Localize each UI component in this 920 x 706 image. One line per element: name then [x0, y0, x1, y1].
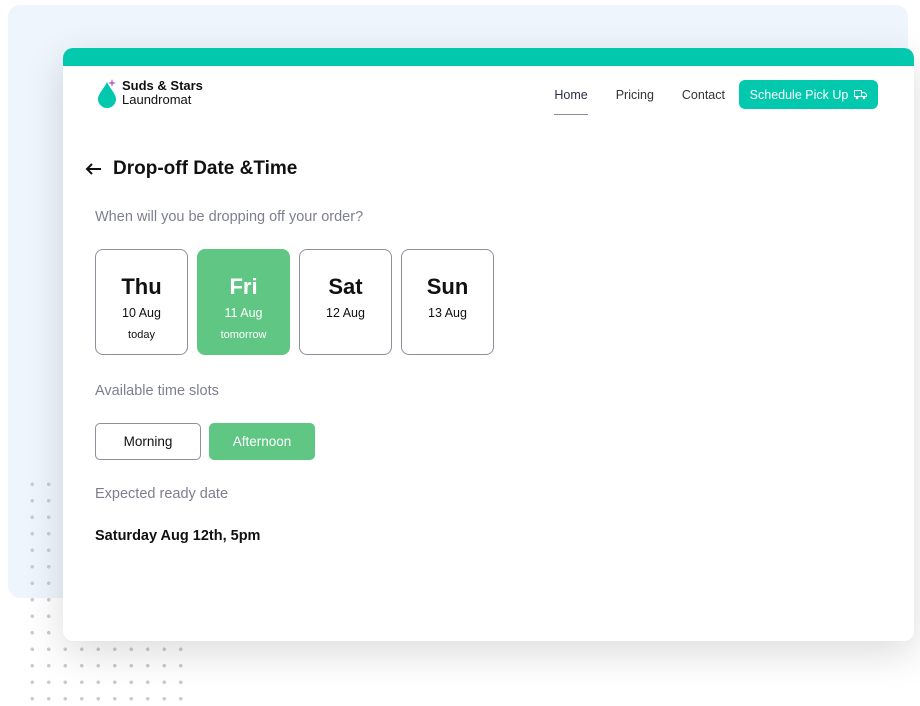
day-option-thu[interactable]: Thu 10 Aug today [95, 249, 188, 355]
day-name: Sun [426, 274, 469, 299]
top-bar [63, 48, 914, 66]
day-date: 12 Aug [326, 306, 365, 320]
main-nav: Home Pricing Contact Schedule Pick Up [554, 80, 878, 115]
nav-contact[interactable]: Contact [681, 87, 725, 102]
ready-date-value: Saturday Aug 12th, 5pm [95, 528, 261, 544]
droplet-icon [98, 79, 116, 108]
slot-afternoon[interactable]: Afternoon [209, 423, 315, 460]
day-name: Sat [328, 274, 363, 299]
slot-morning[interactable]: Morning [95, 423, 201, 460]
day-name: Fri [229, 274, 258, 299]
day-name: Thu [121, 274, 162, 299]
day-date: 10 Aug [122, 306, 161, 320]
truck-icon [854, 89, 868, 99]
brand-subtitle: Laundromat [122, 92, 192, 107]
day-date: 13 Aug [428, 306, 467, 320]
day-note: tomorrow [220, 329, 267, 341]
time-slot-picker: Morning Afternoon [95, 423, 315, 460]
schedule-pickup-button[interactable]: Schedule Pick Up [739, 80, 878, 109]
day-note: today [128, 329, 155, 341]
cta-label: Schedule Pick Up [749, 87, 849, 102]
logo[interactable]: Suds & Stars Laundromat [97, 78, 203, 108]
dropoff-question: When will you be dropping off your order… [95, 209, 364, 225]
day-date: 11 Aug [224, 306, 263, 320]
day-picker: Thu 10 Aug today Fri 11 Aug tomorrow Sat… [95, 249, 494, 355]
nav-home[interactable]: Home [554, 87, 589, 115]
day-option-sun[interactable]: Sun 13 Aug [401, 249, 494, 355]
app-window: Suds & Stars Laundromat Home Pricing Con… [63, 48, 914, 641]
time-slots-label: Available time slots [95, 383, 219, 399]
page-title-row: Drop-off Date &Time [85, 158, 297, 180]
page-title: Drop-off Date &Time [113, 158, 298, 179]
nav-pricing[interactable]: Pricing [615, 87, 654, 102]
back-arrow-icon[interactable] [85, 162, 103, 176]
day-option-fri[interactable]: Fri 11 Aug tomorrow [197, 249, 290, 355]
day-option-sat[interactable]: Sat 12 Aug [299, 249, 392, 355]
brand-name: Suds & Stars [122, 78, 203, 93]
ready-date-label: Expected ready date [95, 486, 229, 502]
